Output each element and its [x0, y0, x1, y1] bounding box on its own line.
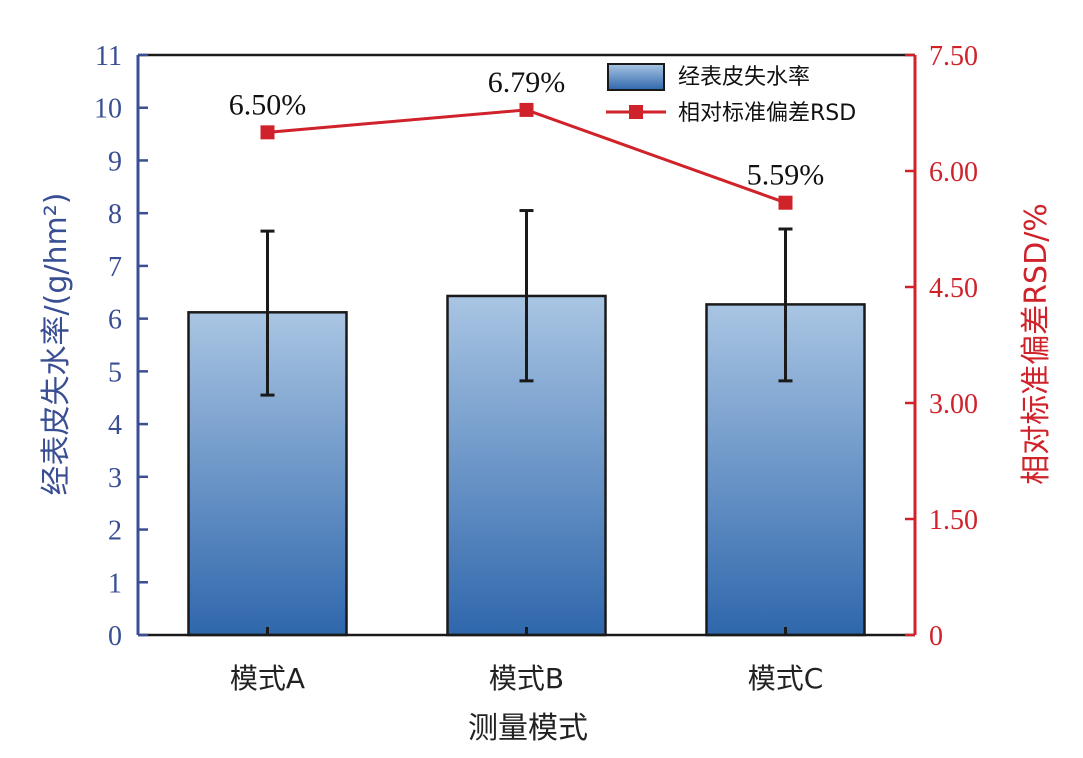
left-tick-label-4: 4: [108, 410, 122, 441]
left-tick-label-8: 8: [108, 199, 122, 230]
x-axis-title: 测量模式: [468, 711, 588, 746]
rsd-value-label-3: 5.59%: [747, 159, 825, 192]
legend-swatch-bar: [607, 63, 665, 91]
left-tick-label-9: 9: [108, 146, 122, 177]
right-tick-label-3: 4.50: [929, 273, 978, 304]
right-tick-label-4: 6.00: [929, 157, 978, 188]
category-label-2: 模式B: [489, 662, 564, 695]
left-tick-label-2: 2: [108, 516, 122, 547]
left-tick-label-10: 10: [94, 94, 122, 125]
right-axis-title: 相对标准偏差RSD/%: [1019, 203, 1054, 485]
left-tick-label-11: 11: [95, 41, 122, 72]
left-tick-label-7: 7: [108, 252, 122, 283]
rsd-marker-2: [519, 102, 534, 117]
left-tick-label-0: 0: [108, 621, 122, 652]
right-tick-label-0: 0: [929, 621, 943, 652]
category-label-1: 模式A: [230, 662, 305, 695]
legend: 经表皮失水率 相对标准偏差RSD: [606, 63, 856, 126]
right-tick-label-2: 3.00: [929, 389, 978, 420]
rsd-value-label-2: 6.79%: [488, 66, 566, 99]
rsd-line-layer: 6.50% 6.79% 5.59%: [229, 66, 825, 210]
left-axis-title: 经表皮失水率/(g/hm²): [39, 193, 74, 496]
left-tick-label-5: 5: [108, 357, 122, 388]
left-tick-label-1: 1: [108, 568, 122, 599]
right-tick-label-1: 1.50: [929, 505, 978, 536]
category-label-3: 模式C: [748, 662, 824, 695]
rsd-marker-1: [260, 125, 275, 140]
rsd-value-label-1: 6.50%: [229, 88, 307, 121]
rsd-marker-3: [778, 195, 793, 210]
legend-swatch-marker: [629, 105, 643, 119]
left-tick-label-3: 3: [108, 463, 122, 494]
right-tick-label-5: 7.50: [929, 41, 978, 72]
error-bars-layer: [260, 209, 793, 635]
left-tick-label-6: 6: [108, 305, 122, 336]
axes-layer: 0 1 2 3 4 5 6 7 8 9 10 11 0 1.50 3.00 4.50 6.00 7.50 模式A 模式…: [94, 41, 978, 695]
legend-label-bar: 经表皮失水率: [678, 65, 810, 90]
legend-label-line: 相对标准偏差RSD: [678, 101, 856, 126]
